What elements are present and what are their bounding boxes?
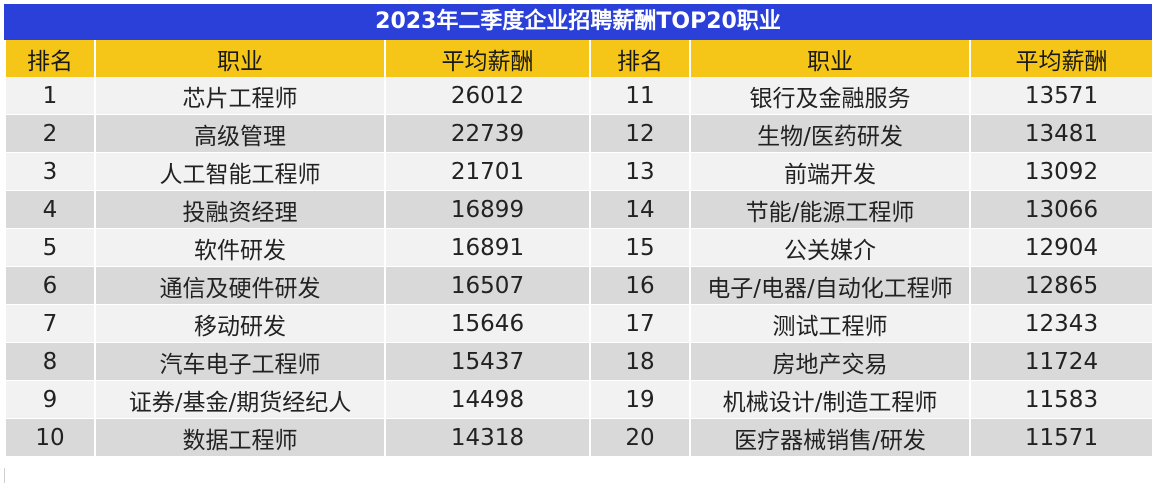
- rank-cell: 16: [589, 266, 691, 305]
- rank-cell: 12: [589, 114, 691, 153]
- rank-cell: 7: [4, 304, 96, 343]
- table-row: 9 证券/基金/期货经纪人 14498 19 机械设计/制造工程师 11583: [4, 380, 1154, 419]
- job-cell: 移动研发: [94, 304, 386, 343]
- job-cell: 电子/电器/自动化工程师: [689, 266, 971, 305]
- salary-cell: 12343: [969, 304, 1154, 343]
- rank-cell: 18: [589, 342, 691, 381]
- job-cell: 机械设计/制造工程师: [689, 380, 971, 419]
- header-job-right: 职业: [689, 40, 971, 77]
- rank-cell: 5: [4, 228, 96, 267]
- table-row: 5 软件研发 16891 15 公关媒介 12904: [4, 228, 1154, 267]
- table-row: 10 数据工程师 14318 20 医疗器械销售/研发 11571: [4, 418, 1154, 457]
- job-cell: 数据工程师: [94, 418, 386, 457]
- salary-cell: 14498: [384, 380, 591, 419]
- salary-ranking-table: 排名 职业 平均薪酬 排名 职业 平均薪酬 1 芯片工程师 26012 11 银…: [4, 40, 1154, 457]
- salary-cell: 11571: [969, 418, 1154, 457]
- salary-cell: 26012: [384, 77, 591, 115]
- job-cell: 生物/医药研发: [689, 114, 971, 153]
- salary-cell: 14318: [384, 418, 591, 457]
- salary-cell: 22739: [384, 114, 591, 153]
- rank-cell: 2: [4, 114, 96, 153]
- job-cell: 软件研发: [94, 228, 386, 267]
- header-salary-left: 平均薪酬: [384, 40, 591, 77]
- rank-cell: 14: [589, 190, 691, 229]
- job-cell: 节能/能源工程师: [689, 190, 971, 229]
- job-cell: 前端开发: [689, 152, 971, 191]
- divider: [4, 468, 5, 483]
- header-rank-left: 排名: [4, 40, 96, 77]
- rank-cell: 10: [4, 418, 96, 457]
- salary-cell: 21701: [384, 152, 591, 191]
- job-cell: 芯片工程师: [94, 77, 386, 115]
- table-row: 4 投融资经理 16899 14 节能/能源工程师 13066: [4, 190, 1154, 229]
- rank-cell: 17: [589, 304, 691, 343]
- job-cell: 通信及硬件研发: [94, 266, 386, 305]
- salary-cell: 13066: [969, 190, 1154, 229]
- table-row: 3 人工智能工程师 21701 13 前端开发 13092: [4, 152, 1154, 191]
- salary-cell: 13481: [969, 114, 1154, 153]
- salary-cell: 15437: [384, 342, 591, 381]
- rank-cell: 15: [589, 228, 691, 267]
- salary-cell: 12865: [969, 266, 1154, 305]
- salary-cell: 15646: [384, 304, 591, 343]
- rank-cell: 11: [589, 77, 691, 115]
- salary-cell: 11724: [969, 342, 1154, 381]
- job-cell: 公关媒介: [689, 228, 971, 267]
- table-row: 2 高级管理 22739 12 生物/医药研发 13481: [4, 114, 1154, 153]
- salary-cell: 13092: [969, 152, 1154, 191]
- table-title: 2023年二季度企业招聘薪酬TOP20职业: [4, 4, 1152, 40]
- rank-cell: 19: [589, 380, 691, 419]
- salary-cell: 16899: [384, 190, 591, 229]
- salary-cell: 11583: [969, 380, 1154, 419]
- rank-cell: 4: [4, 190, 96, 229]
- job-cell: 医疗器械销售/研发: [689, 418, 971, 457]
- job-cell: 投融资经理: [94, 190, 386, 229]
- job-cell: 高级管理: [94, 114, 386, 153]
- salary-cell: 12904: [969, 228, 1154, 267]
- salary-cell: 16891: [384, 228, 591, 267]
- header-rank-right: 排名: [589, 40, 691, 77]
- header-row: 排名 职业 平均薪酬 排名 职业 平均薪酬: [4, 40, 1154, 77]
- rank-cell: 1: [4, 77, 96, 115]
- table-row: 8 汽车电子工程师 15437 18 房地产交易 11724: [4, 342, 1154, 381]
- header-job-left: 职业: [94, 40, 386, 77]
- table-row: 7 移动研发 15646 17 测试工程师 12343: [4, 304, 1154, 343]
- job-cell: 银行及金融服务: [689, 77, 971, 115]
- table-row: 1 芯片工程师 26012 11 银行及金融服务 13571: [4, 77, 1154, 115]
- header-salary-right: 平均薪酬: [969, 40, 1154, 77]
- rank-cell: 3: [4, 152, 96, 191]
- salary-cell: 13571: [969, 77, 1154, 115]
- salary-cell: 16507: [384, 266, 591, 305]
- job-cell: 汽车电子工程师: [94, 342, 386, 381]
- job-cell: 证券/基金/期货经纪人: [94, 380, 386, 419]
- job-cell: 房地产交易: [689, 342, 971, 381]
- rank-cell: 8: [4, 342, 96, 381]
- table-row: 6 通信及硬件研发 16507 16 电子/电器/自动化工程师 12865: [4, 266, 1154, 305]
- rank-cell: 9: [4, 380, 96, 419]
- job-cell: 人工智能工程师: [94, 152, 386, 191]
- rank-cell: 6: [4, 266, 96, 305]
- rank-cell: 20: [589, 418, 691, 457]
- job-cell: 测试工程师: [689, 304, 971, 343]
- rank-cell: 13: [589, 152, 691, 191]
- salary-ranking-table-container: 2023年二季度企业招聘薪酬TOP20职业 排名 职业 平均薪酬 排名 职业 平…: [4, 4, 1154, 457]
